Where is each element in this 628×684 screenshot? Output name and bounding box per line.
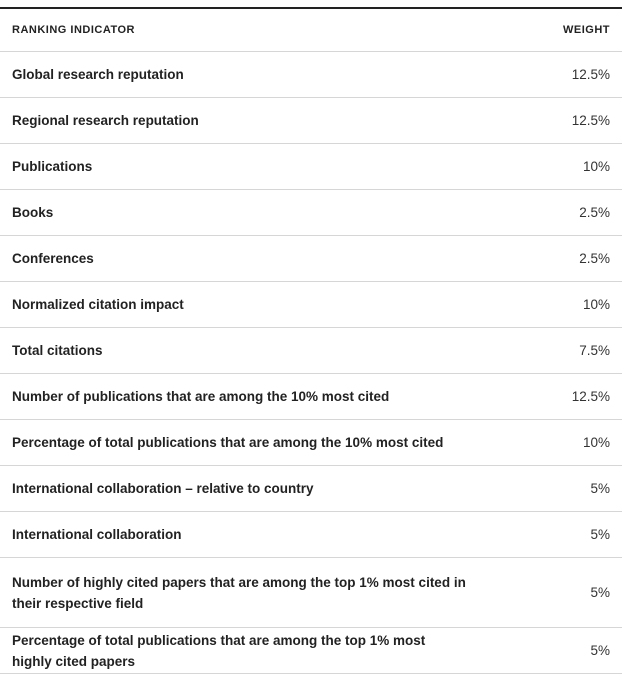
indicator-cell: Conferences bbox=[0, 235, 478, 282]
weight-cell: 10% bbox=[478, 143, 622, 190]
weight-cell: 5% bbox=[478, 465, 622, 512]
indicator-cell: Publications bbox=[0, 143, 478, 190]
indicator-cell: Books bbox=[0, 189, 478, 236]
indicator-cell: Percentage of total publications that ar… bbox=[0, 419, 478, 466]
indicator-cell: Total citations bbox=[0, 327, 478, 374]
table-row: Regional research reputation 12.5% bbox=[0, 97, 622, 144]
indicator-cell: Global research reputation bbox=[0, 51, 478, 98]
table-row: International collaboration 5% bbox=[0, 511, 622, 558]
weight-cell: 5% bbox=[478, 557, 622, 628]
table-header: RANKING INDICATOR WEIGHT bbox=[0, 9, 622, 52]
weight-cell: 5% bbox=[478, 511, 622, 558]
table-row: Total citations 7.5% bbox=[0, 327, 622, 374]
table-row: Publications 10% bbox=[0, 143, 622, 190]
weight-cell: 7.5% bbox=[478, 327, 622, 374]
indicator-cell: Number of publications that are among th… bbox=[0, 373, 478, 420]
weight-cell: 12.5% bbox=[478, 97, 622, 144]
table-top-rule bbox=[0, 7, 622, 9]
weight-cell: 2.5% bbox=[478, 189, 622, 236]
header-ranking-indicator: RANKING INDICATOR bbox=[0, 9, 478, 52]
table-row: Number of publications that are among th… bbox=[0, 373, 622, 420]
weight-cell: 10% bbox=[478, 419, 622, 466]
indicator-cell: Percentage of total publications that ar… bbox=[0, 627, 478, 674]
table-row: Percentage of total publications that ar… bbox=[0, 419, 622, 466]
header-weight: WEIGHT bbox=[478, 9, 622, 52]
indicator-cell: Normalized citation impact bbox=[0, 281, 478, 328]
table-row: Percentage of total publications that ar… bbox=[0, 627, 622, 674]
indicator-cell: Number of highly cited papers that are a… bbox=[0, 557, 478, 628]
table-body: Global research reputation 12.5% Regiona… bbox=[0, 51, 622, 674]
indicator-cell: Regional research reputation bbox=[0, 97, 478, 144]
header-row: RANKING INDICATOR WEIGHT bbox=[0, 9, 622, 52]
weight-cell: 2.5% bbox=[478, 235, 622, 282]
table-row: Normalized citation impact 10% bbox=[0, 281, 622, 328]
table-row: Number of highly cited papers that are a… bbox=[0, 557, 622, 628]
weight-cell: 10% bbox=[478, 281, 622, 328]
weight-cell: 12.5% bbox=[478, 51, 622, 98]
indicator-cell: International collaboration bbox=[0, 511, 478, 558]
indicator-cell: International collaboration – relative t… bbox=[0, 465, 478, 512]
ranking-indicator-table: RANKING INDICATOR WEIGHT Global research… bbox=[0, 9, 622, 674]
table-row: International collaboration – relative t… bbox=[0, 465, 622, 512]
weight-cell: 5% bbox=[478, 627, 622, 674]
table-row: Global research reputation 12.5% bbox=[0, 51, 622, 98]
ranking-table-container: RANKING INDICATOR WEIGHT Global research… bbox=[0, 7, 622, 674]
table-row: Conferences 2.5% bbox=[0, 235, 622, 282]
weight-cell: 12.5% bbox=[478, 373, 622, 420]
table-row: Books 2.5% bbox=[0, 189, 622, 236]
